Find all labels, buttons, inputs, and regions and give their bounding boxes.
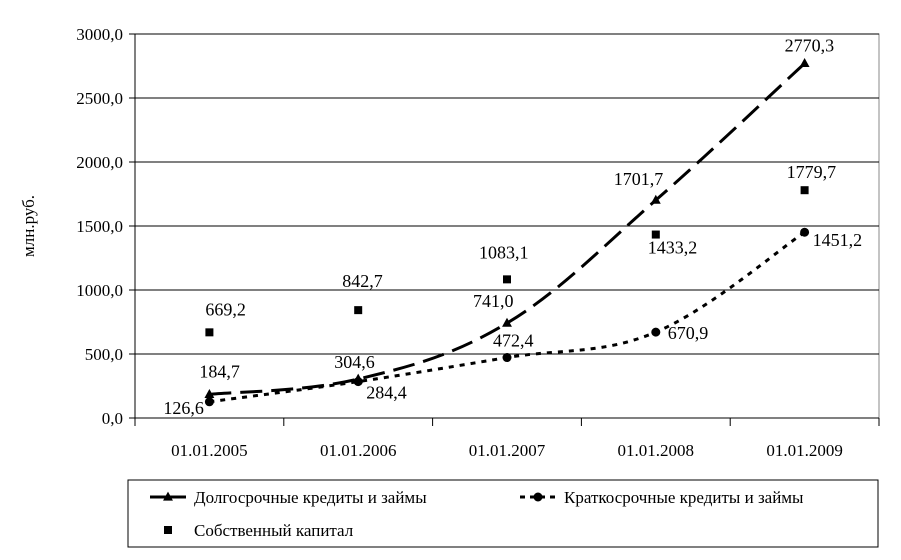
data-point-circle	[651, 327, 661, 337]
data-point-circle	[800, 227, 810, 237]
data-label: 1083,1	[479, 242, 529, 262]
axes: 0,0 500,0 1000,0 1500,0 2000,0 2500,0 3000,0 01…	[76, 25, 880, 460]
x-tick-label: 01.01.2006	[320, 441, 397, 460]
legend-item: Собственный капитал	[164, 521, 354, 540]
data-point-triangle	[799, 58, 810, 68]
x-tick-label: 01.01.2009	[766, 441, 843, 460]
data-label: 284,4	[366, 383, 407, 403]
data-label: 472,4	[493, 331, 534, 351]
data-label: 2770,3	[785, 35, 835, 55]
legend-label: Краткосрочные кредиты и займы	[564, 488, 804, 507]
data-label: 184,7	[199, 361, 240, 381]
data-label: 1701,7	[614, 169, 664, 189]
series	[204, 58, 810, 407]
x-tick-label: 01.01.2005	[171, 441, 248, 460]
data-point-circle	[353, 377, 363, 387]
legend-label: Долгосрочные кредиты и займы	[194, 488, 427, 507]
data-label: 669,2	[205, 299, 246, 319]
data-label: 1433,2	[648, 238, 698, 258]
data-point-square	[354, 306, 363, 315]
point-labels: 184,7 304,6 741,0 1701,7 2770,3 126,6 284,4 472…	[163, 35, 862, 417]
y-tick-label: 500,0	[85, 345, 123, 364]
data-point-square	[503, 275, 511, 284]
data-label: 126,6	[163, 398, 204, 418]
y-tick-label: 2500,0	[76, 89, 123, 108]
data-label: 670,9	[668, 323, 709, 343]
data-label: 1779,7	[787, 162, 837, 182]
legend-marker-square	[164, 526, 172, 534]
y-axis-label: млн.руб.	[19, 195, 38, 257]
legend-item: Краткосрочные кредиты и займы	[520, 488, 804, 507]
y-tick-label: 0,0	[102, 409, 123, 428]
data-label: 741,0	[473, 291, 514, 311]
x-tick-label: 01.01.2007	[469, 441, 546, 460]
legend-label: Собственный капитал	[194, 521, 354, 540]
y-tick-label: 1000,0	[76, 281, 123, 300]
data-point-triangle	[650, 194, 661, 204]
data-point-triangle	[502, 317, 512, 327]
legend-marker-triangle	[163, 491, 173, 501]
data-label: 1451,2	[813, 230, 863, 250]
data-point-circle	[204, 397, 214, 407]
series-2	[204, 227, 810, 407]
y-tick-label: 2000,0	[76, 153, 123, 172]
legend-marker-circle	[533, 492, 543, 502]
series-line	[209, 62, 806, 396]
legend-box	[127, 479, 879, 548]
data-label: 304,6	[334, 352, 375, 372]
data-point-square	[651, 230, 660, 239]
y-tick-label: 1500,0	[76, 217, 123, 236]
data-label: 842,7	[342, 271, 383, 291]
legend: Долгосрочные кредиты и займы Краткосрочны…	[127, 479, 879, 548]
x-tick-label: 01.01.2008	[618, 441, 695, 460]
y-tick-label: 3000,0	[76, 25, 123, 44]
legend-item: Долгосрочные кредиты и займы	[150, 488, 427, 507]
data-point-square	[205, 328, 214, 337]
data-point-square	[800, 186, 809, 195]
data-point-triangle	[204, 388, 215, 398]
data-point-circle	[502, 353, 512, 363]
series-3	[205, 186, 809, 337]
